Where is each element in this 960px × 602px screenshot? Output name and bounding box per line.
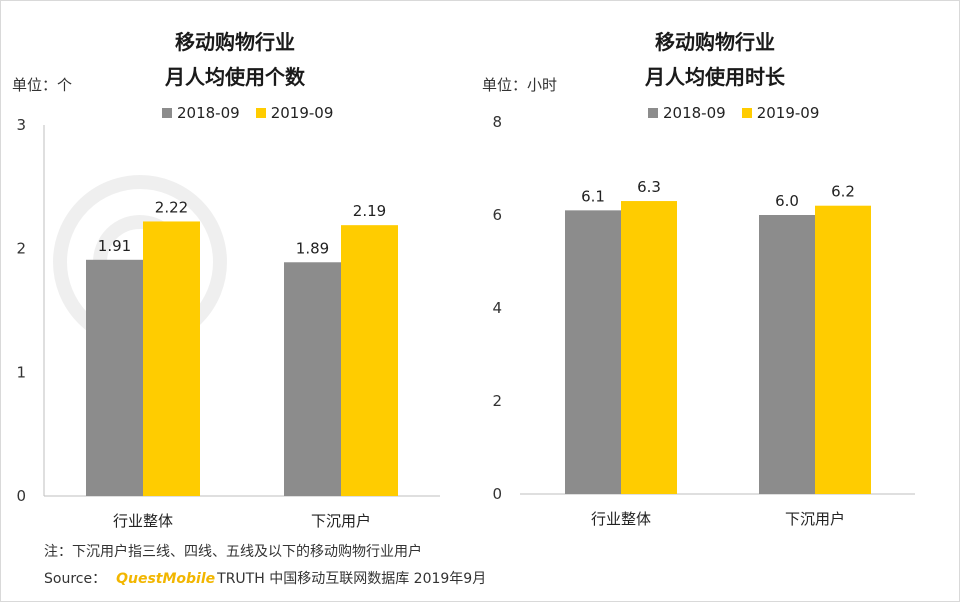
- data-label: 2.19: [353, 202, 386, 220]
- y-tick-label: 6: [492, 206, 502, 224]
- bar-2018-09-0: [565, 210, 621, 494]
- unit-label: 单位：个: [12, 76, 73, 94]
- chart-title-line2: 月人均使用时长: [645, 65, 785, 89]
- legend-label-2019: 2019-09: [756, 104, 820, 122]
- data-label: 6.2: [831, 183, 855, 201]
- bar-2018-09-0: [86, 259, 143, 496]
- y-tick-label: 2: [492, 392, 502, 410]
- data-label: 6.0: [775, 192, 799, 210]
- legend-swatch-2019: [741, 108, 752, 118]
- chart-title-line1: 移动购物行业: [175, 30, 295, 54]
- y-tick-label: 2: [16, 240, 26, 258]
- bar-plot: 0 2 4 6 8 6.1 6.3 6.0 6.2 行业整体 下沉用户: [492, 113, 915, 528]
- legend-label-2018: 2018-09: [177, 104, 240, 122]
- data-label: 1.89: [296, 239, 329, 257]
- source-line: Source： QuestMobile TRUTH 中国移动互联网数据库 2019年…: [44, 568, 486, 588]
- bar-2018-09-1: [759, 215, 815, 494]
- y-tick-label: 0: [492, 485, 502, 503]
- legend: 2018-09 2019-09: [162, 104, 349, 122]
- brand-logo-text: QuestMobile: [116, 571, 216, 587]
- unit-label: 单位：小时: [482, 76, 558, 94]
- y-tick-label: 1: [16, 363, 26, 381]
- chart-panel-duration: 移动购物行业 月人均使用时长 单位：小时 2018-09 2019-09 0 2 4…: [470, 0, 960, 540]
- legend-swatch-2018: [648, 108, 658, 118]
- legend-label-2018: 2018-09: [663, 104, 726, 122]
- y-tick-label: 0: [16, 487, 26, 505]
- bar-2019-09-0: [143, 221, 200, 496]
- y-tick-label: 4: [492, 299, 502, 317]
- legend-swatch-2019: [255, 108, 266, 118]
- bar-plot: 0 1 2 3 1.91 2.22 1.89 2.19 行业整体 下沉用户: [16, 116, 440, 530]
- data-label: 1.91: [98, 237, 131, 255]
- chart-panel-count: 移动购物行业 月人均使用个数 单位：个 2018-09 2019-09 0 1 2 3…: [0, 0, 470, 540]
- source-prefix: Source：: [44, 571, 107, 587]
- legend: 2018-09 2019-09: [648, 104, 835, 122]
- data-label: 6.1: [581, 187, 605, 205]
- bar-2019-09-0: [621, 201, 677, 495]
- legend-swatch-2018: [162, 108, 172, 118]
- source-suffix: TRUTH 中国移动互联网数据库 2019年9月: [217, 571, 487, 587]
- bar-2019-09-1: [815, 205, 871, 494]
- category-label: 下沉用户: [785, 510, 845, 528]
- bar-2018-09-1: [284, 262, 341, 496]
- category-label: 下沉用户: [311, 512, 371, 530]
- category-label: 行业整体: [591, 510, 651, 528]
- chart-title-line2: 月人均使用个数: [165, 65, 305, 89]
- footnote: 注：下沉用户指三线、四线、五线及以下的移动购物行业用户: [44, 544, 422, 560]
- chart-title-line1: 移动购物行业: [655, 30, 775, 54]
- data-label: 6.3: [637, 178, 661, 196]
- y-tick-label: 3: [16, 116, 26, 134]
- bar-2019-09-1: [341, 225, 398, 497]
- legend-label-2019: 2019-09: [270, 104, 334, 122]
- data-label: 2.22: [155, 198, 188, 216]
- category-label: 行业整体: [113, 512, 173, 530]
- y-tick-label: 8: [492, 113, 502, 131]
